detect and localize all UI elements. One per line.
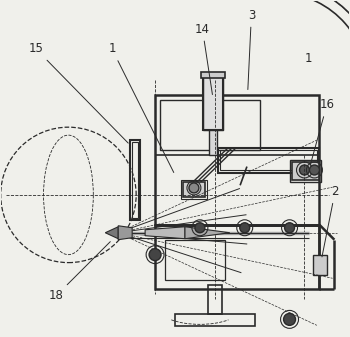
Text: 1: 1 <box>108 42 174 173</box>
Circle shape <box>189 183 199 193</box>
Bar <box>130 140 140 220</box>
Bar <box>132 142 138 218</box>
Bar <box>203 75 223 130</box>
Text: 18: 18 <box>49 242 110 303</box>
Circle shape <box>149 249 161 261</box>
Polygon shape <box>118 226 132 240</box>
Circle shape <box>285 223 294 233</box>
Bar <box>220 150 317 170</box>
Bar <box>209 130 217 155</box>
Text: 16: 16 <box>310 98 334 165</box>
Bar <box>218 148 320 173</box>
Text: 14: 14 <box>195 23 212 95</box>
Circle shape <box>195 223 205 233</box>
Polygon shape <box>185 227 230 239</box>
Circle shape <box>284 313 295 325</box>
Bar <box>175 314 255 326</box>
Circle shape <box>300 165 309 175</box>
Bar <box>181 180 207 199</box>
Bar <box>289 160 321 182</box>
Bar <box>160 100 260 150</box>
Bar <box>183 182 205 197</box>
Text: 1: 1 <box>304 53 312 65</box>
Text: 15: 15 <box>29 42 128 143</box>
Polygon shape <box>145 227 185 239</box>
Bar <box>155 225 320 289</box>
Bar <box>203 75 223 130</box>
Bar <box>314 255 327 275</box>
Bar <box>208 284 222 314</box>
Text: 3: 3 <box>248 9 255 90</box>
Bar <box>165 240 225 279</box>
Bar <box>292 162 320 180</box>
Bar <box>155 95 320 225</box>
Polygon shape <box>105 227 118 239</box>
Circle shape <box>309 165 320 175</box>
Bar <box>201 72 225 79</box>
Text: 2: 2 <box>322 185 339 257</box>
Circle shape <box>240 223 250 233</box>
